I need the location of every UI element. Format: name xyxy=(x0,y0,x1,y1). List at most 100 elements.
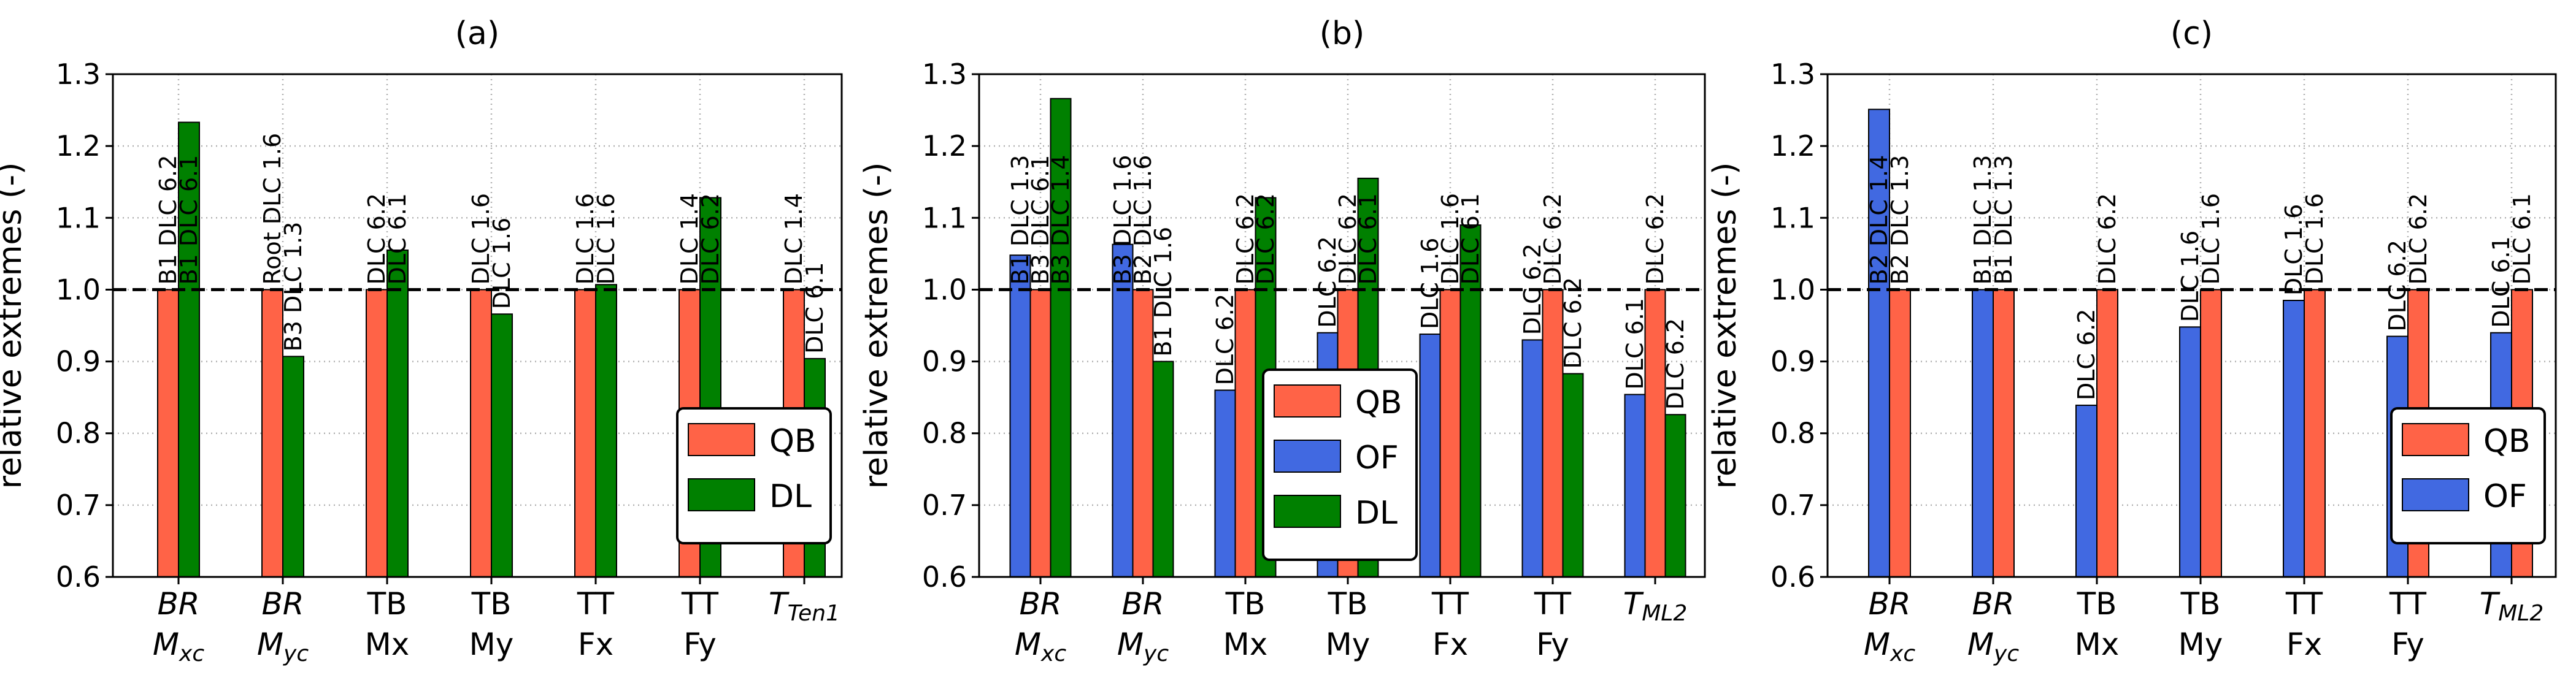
x-tick-label-line2: My xyxy=(2178,627,2223,662)
bar-annotation: DLC 6.2 xyxy=(1212,294,1239,385)
x-tick-label-line2: My xyxy=(469,627,514,662)
bar-of xyxy=(1009,254,1031,578)
bar-annotation: DLC 1.6 xyxy=(2280,204,2307,296)
bar-annotation: DLC 1.6 xyxy=(593,193,620,284)
bar-annotation: B2 DLC 1.3 xyxy=(1886,155,1913,285)
bar-annotation: DLC 6.1 xyxy=(2509,193,2536,284)
bar-annotation: DLC 6.1 xyxy=(2488,236,2515,327)
y-tick-label: 0.9 xyxy=(56,345,101,378)
bar-of xyxy=(1624,394,1646,578)
bar-dl xyxy=(491,313,513,578)
bar-annotation: DLC 6.1 xyxy=(1355,193,1382,284)
legend: QB OF xyxy=(2390,407,2546,544)
x-tick-label-line2: Fx xyxy=(578,627,613,662)
legend-swatch-dl xyxy=(1274,495,1341,528)
x-tick-label-line1: TML2 xyxy=(2480,586,2544,626)
bar-annotation: DLC 1.4 xyxy=(676,193,703,284)
x-tick-label-line1: TT xyxy=(2285,586,2323,622)
legend: QB OF DL xyxy=(1262,368,1418,561)
x-tick-label-subscript: ML2 xyxy=(2498,601,2543,626)
x-tick-label-line1: BR xyxy=(1972,586,2014,622)
bar-annotation: DLC 6.2 xyxy=(363,193,390,284)
bar-annotation: DLC 1.6 xyxy=(572,193,599,284)
x-tick-label-line2: Mx xyxy=(1223,627,1268,662)
bar-annotation: DLC 6.2 xyxy=(1232,193,1259,284)
bar-annotation: DLC 6.2 xyxy=(1642,193,1669,284)
y-tick-label: 1.1 xyxy=(922,201,967,234)
x-tick-label-subscript: xc xyxy=(1890,641,1915,666)
bar-annotation: B3 DLC 1.6 xyxy=(1109,155,1136,285)
bar-annotation: DLC 6.2 xyxy=(1252,193,1279,284)
x-tick-label-line2: Fx xyxy=(2286,627,2322,662)
x-tick-label-line1: TB xyxy=(1328,586,1368,622)
bar-dl xyxy=(386,250,409,578)
y-axis-label: relative extremes (-) xyxy=(1707,162,1744,489)
bar-annotation: B1 DLC 1.3 xyxy=(1990,155,2017,285)
x-tick-label-line2: My xyxy=(1326,627,1371,662)
x-tick-label-line2: Fy xyxy=(1536,627,1569,662)
legend-label-of: OF xyxy=(2483,478,2527,515)
x-tick-label-line1: TT xyxy=(1534,586,1572,622)
x-tick-label-line2: Myc xyxy=(1967,627,2019,666)
legend-swatch-of xyxy=(1274,440,1341,473)
legend-label-dl: DL xyxy=(769,478,812,515)
x-tick-label-line1: BR xyxy=(1868,586,1910,622)
bar-annotation: DLC 6.2 xyxy=(2073,309,2100,400)
bar-annotation: DLC 1.6 xyxy=(2197,193,2224,284)
x-tick-label-line2: Mxc xyxy=(1015,627,1066,666)
bar-annotation: DLC 1.6 xyxy=(467,193,494,284)
x-tick-label-line1: TT xyxy=(577,586,615,622)
x-tick-label-line1: TB xyxy=(1225,586,1266,622)
bar-annotation: DLC 6.1 xyxy=(384,193,411,284)
x-tick-label-subscript: yc xyxy=(1143,641,1169,666)
x-tick-label-line1: BR xyxy=(261,586,304,622)
x-tick-label-line1: TT xyxy=(681,586,719,622)
y-tick-label: 1.3 xyxy=(922,58,967,91)
bar-annotation: B1 DLC 1.6 xyxy=(1150,227,1177,357)
bar-of xyxy=(1521,339,1544,578)
bar-qb xyxy=(574,289,596,578)
x-tick-label-line1: BR xyxy=(1019,586,1061,622)
bar-of xyxy=(1112,243,1134,578)
y-tick-label: 1.0 xyxy=(1771,273,1815,306)
x-tick-label-line2: Myc xyxy=(1117,627,1169,666)
legend-label-qb: QB xyxy=(1355,384,1402,421)
x-tick-label-line1: TT xyxy=(1431,586,1469,622)
bar-qb xyxy=(1889,289,1911,578)
bar-of xyxy=(2179,326,2201,578)
bar-of xyxy=(1419,334,1441,578)
legend: QB DL xyxy=(676,407,832,544)
x-tick-label-line1: BR xyxy=(1121,586,1164,622)
bar-qb xyxy=(1439,289,1461,578)
x-tick-label-subscript: xc xyxy=(1040,641,1066,666)
bar-dl xyxy=(1459,224,1482,578)
y-tick-label: 1.3 xyxy=(1771,58,1815,91)
legend-label-qb: QB xyxy=(769,423,817,460)
bar-annotation: DLC 6.2 xyxy=(697,193,724,284)
bar-dl xyxy=(1152,361,1174,578)
x-tick-label-line2: Fx xyxy=(1432,627,1468,662)
x-tick-label-line1: TTen1 xyxy=(769,586,840,626)
bar-qb xyxy=(366,289,388,578)
y-tick-label: 1.3 xyxy=(56,58,101,91)
axes-frame xyxy=(978,73,1706,578)
bar-annotation: DLC 6.2 xyxy=(1334,193,1361,284)
bar-qb xyxy=(1029,289,1052,578)
bar-annotation: DLC 1.4 xyxy=(780,193,807,284)
bar-qb xyxy=(2096,289,2118,578)
bar-annotation: DLC 1.6 xyxy=(1417,238,1444,329)
panel-b: (b) relative extremes (-) 0.6 0.7 0.8 0.9 1.0 1… xyxy=(858,15,1706,666)
bar-of xyxy=(1972,289,1994,578)
x-tick-label-subscript: Ten1 xyxy=(788,601,840,626)
y-tick-label: 1.2 xyxy=(56,129,101,162)
y-tick-label: 0.8 xyxy=(1771,417,1815,450)
y-tick-label: 0.7 xyxy=(1771,489,1815,522)
bar-annotation: DLC 6.2 xyxy=(2384,240,2411,331)
bar-annotation: B1 DLC 1.3 xyxy=(1969,155,1996,285)
bar-dl xyxy=(1664,414,1686,578)
x-tick-label-subscript: yc xyxy=(1993,641,2019,666)
bar-of xyxy=(1214,389,1236,578)
chart-title: (b) xyxy=(1320,15,1365,52)
bar-annotation: DLC 6.2 xyxy=(1539,193,1566,284)
bar-dl xyxy=(1050,97,1072,578)
